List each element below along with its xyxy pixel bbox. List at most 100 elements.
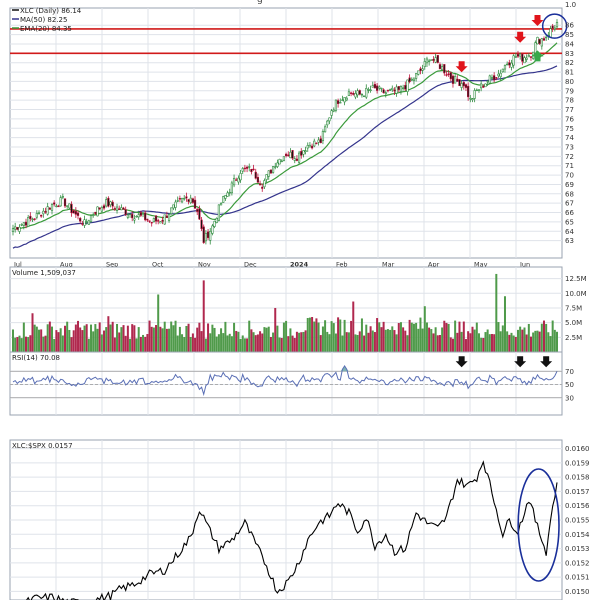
volume-bar: [59, 328, 62, 352]
volume-legend: Volume 1,509,037: [12, 269, 76, 277]
volume-bar: [51, 326, 54, 352]
candle-body: [438, 64, 442, 70]
volume-bar: [315, 318, 318, 352]
candle-body: [118, 208, 121, 210]
volume-bar: [412, 323, 415, 352]
candle-body: [230, 182, 234, 194]
volume-bar: [319, 335, 322, 352]
candle-body: [126, 214, 129, 218]
volume-bar: [278, 337, 281, 352]
candle-body: [480, 83, 483, 89]
candle-body: [291, 150, 294, 159]
volume-bar: [423, 306, 426, 352]
volume-bar: [87, 338, 90, 352]
volume-bar: [215, 336, 218, 352]
volume-bar: [48, 321, 51, 352]
volume-bar: [497, 322, 500, 352]
ratio-hgrid: [10, 448, 562, 592]
volume-bar: [191, 333, 194, 352]
candle-body: [536, 36, 539, 45]
volume-bar: [274, 307, 277, 352]
volume-bar: [521, 329, 524, 352]
volume-bar: [70, 337, 73, 352]
candle-body: [79, 217, 82, 222]
candle-body: [161, 219, 164, 222]
price-hgrid: [10, 24, 562, 242]
volume-bar: [467, 331, 470, 352]
volume-bar: [66, 321, 69, 352]
candle-body: [70, 203, 73, 214]
price-axis-label: 86: [565, 22, 574, 30]
volume-bar: [157, 294, 160, 352]
price-legend-entry: EMA(20) 84.35: [20, 25, 72, 33]
volume-axis-label: 7.5M: [565, 304, 582, 312]
candle-body: [57, 205, 60, 208]
price-vgrid: [55, 8, 517, 258]
highlight-circle-price: [541, 13, 568, 39]
volume-bar: [185, 325, 188, 352]
volume-bar: [527, 323, 530, 352]
volume-bar: [510, 332, 513, 352]
volume-bar: [113, 337, 116, 352]
candle-body: [157, 220, 160, 222]
candle-body: [332, 109, 335, 112]
volume-bar: [542, 320, 545, 352]
candle-body: [18, 226, 21, 232]
x-axis-label: Mar: [382, 261, 395, 269]
volume-bar: [64, 325, 67, 352]
candle-body: [395, 86, 398, 94]
candle-body: [232, 177, 236, 186]
candle-body: [454, 76, 457, 84]
volume-bar: [393, 330, 396, 352]
candle-body: [137, 214, 140, 218]
candle-body: [144, 212, 147, 221]
price-legend-entry: XLC (Daily) 86.14: [20, 7, 82, 15]
candle-body: [297, 152, 301, 163]
candle-body: [42, 210, 45, 215]
volume-bar: [428, 327, 431, 352]
volume-bar: [235, 330, 238, 352]
candle-body: [31, 218, 34, 221]
volume-bar: [389, 329, 392, 352]
candle-body: [512, 55, 515, 66]
volume-bar: [358, 331, 361, 352]
candle-body: [280, 160, 283, 163]
volume-bar: [183, 337, 186, 352]
candle-body: [441, 66, 444, 71]
candle-body: [493, 75, 496, 81]
volume-bar: [449, 337, 452, 352]
volume-bar: [139, 336, 142, 352]
x-axis-label: Jun: [519, 261, 530, 269]
candle-body: [343, 97, 346, 103]
candle-body: [22, 222, 25, 226]
candle-body: [347, 91, 351, 96]
candle-body: [87, 220, 90, 225]
candle-body: [434, 57, 437, 63]
volume-bar: [536, 330, 539, 352]
volume-bar: [382, 321, 385, 352]
candle-body: [542, 38, 546, 41]
volume-bar: [211, 324, 214, 352]
volume-bar: [360, 318, 363, 352]
candle-body: [172, 204, 175, 209]
volume-bar: [512, 335, 515, 352]
candle-body: [326, 120, 329, 126]
volume-bar: [226, 335, 229, 352]
candle-body: [226, 192, 229, 197]
volume-bar: [18, 335, 21, 352]
candle-body: [384, 92, 387, 94]
candle-body: [549, 28, 552, 38]
candle-body: [425, 58, 429, 64]
red-down-arrow: [531, 15, 544, 27]
volume-bar: [421, 328, 424, 352]
candle-body: [167, 213, 171, 221]
candle-body: [506, 63, 509, 66]
candle-body: [456, 78, 459, 82]
candle-body: [202, 226, 205, 243]
candle-body: [310, 145, 314, 149]
volume-bar: [217, 334, 220, 352]
candle-body: [245, 166, 249, 169]
volume-bar: [111, 321, 114, 352]
candle-body: [68, 203, 71, 209]
volume-bar: [196, 327, 199, 352]
